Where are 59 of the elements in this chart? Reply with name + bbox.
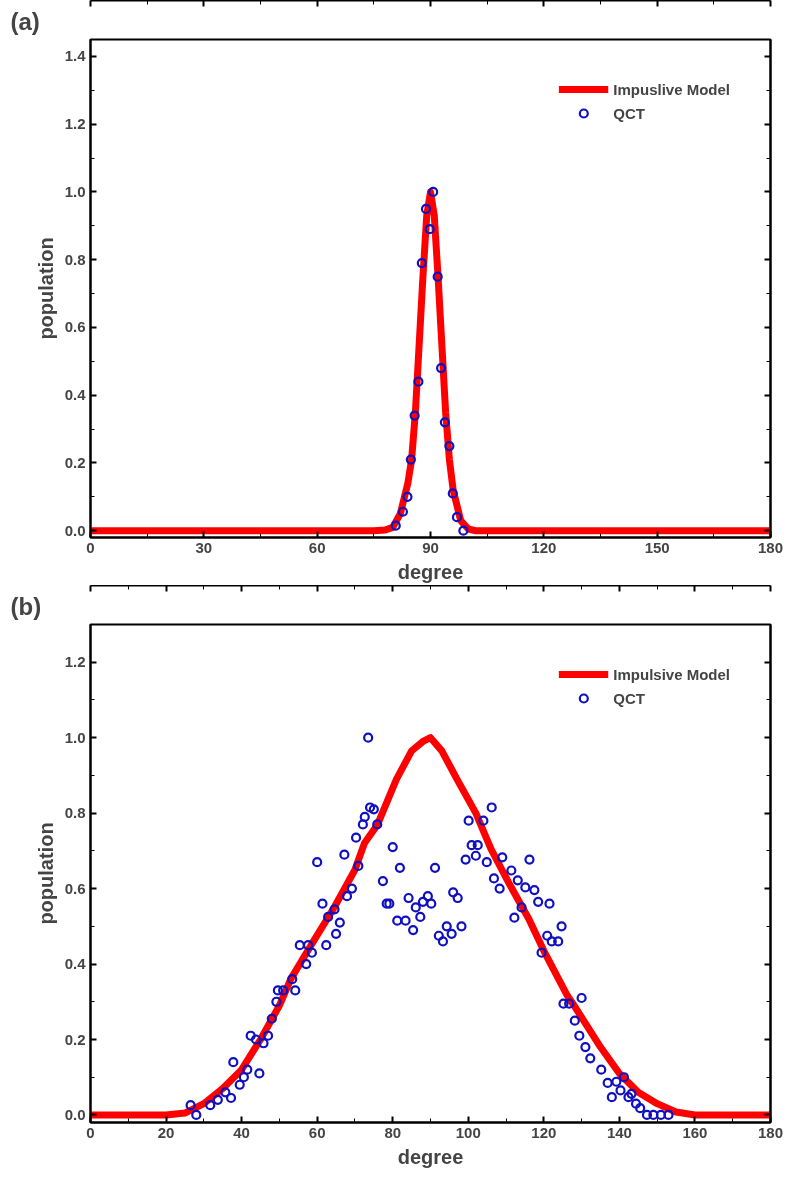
text: (a) — [10, 7, 40, 35]
point — [444, 440, 455, 452]
x-tick-label: 150 — [644, 538, 670, 556]
y-tick-label: 0.8 — [64, 804, 86, 822]
x-tick-label: 0 — [86, 538, 95, 556]
x-tick-label: 120 — [531, 538, 557, 556]
y-tick-label: 0.4 — [64, 955, 87, 973]
x-tick-label: 160 — [682, 1123, 708, 1141]
point — [420, 203, 432, 214]
x-tick-label: 120 — [531, 1123, 557, 1141]
point — [413, 376, 424, 387]
x-tick-label: 180 — [757, 1123, 784, 1141]
y-tick-label: 1.4 — [64, 47, 87, 65]
point — [447, 488, 458, 499]
y-axis-title: population — [34, 237, 57, 340]
y-tick-label: 0.0 — [64, 521, 86, 539]
point — [397, 506, 409, 517]
x-tick-label: 60 — [308, 1123, 326, 1141]
legend-label: QCT — [613, 104, 645, 122]
y-tick-label: 0.6 — [64, 879, 86, 897]
y-tick-label: 0.4 — [64, 386, 87, 404]
y-tick-label: 0.6 — [64, 318, 86, 336]
point — [439, 417, 450, 428]
y-tick-label: 1.2 — [64, 115, 86, 133]
x-tick-label: 60 — [308, 538, 326, 556]
point — [428, 186, 439, 198]
x-tick-label: 20 — [157, 1123, 175, 1141]
point — [451, 512, 463, 523]
x-axis-title: degree — [397, 1145, 464, 1168]
point — [390, 520, 401, 531]
x-tick-label: 80 — [384, 1123, 402, 1141]
y-axis-title: population — [34, 822, 57, 925]
point — [432, 271, 443, 282]
x-axis-title: degree — [397, 560, 464, 583]
y-tick-label: 0.2 — [64, 453, 86, 471]
point — [458, 525, 469, 536]
legend-label: Impuslive Model — [613, 80, 730, 98]
x-tick-label: 100 — [455, 1123, 481, 1141]
point — [435, 363, 447, 374]
legend-label: QCT — [613, 689, 645, 707]
point — [405, 454, 416, 465]
y-tick-label: 0.2 — [64, 1030, 86, 1048]
x-tick-label: 90 — [422, 538, 439, 556]
point — [416, 258, 427, 269]
point — [424, 224, 435, 235]
x-tick-label: 30 — [195, 538, 213, 556]
x-tick-label: 40 — [233, 1123, 250, 1141]
text: (b) — [10, 592, 42, 620]
y-tick-label: 0.0 — [64, 1105, 86, 1123]
point — [409, 410, 420, 421]
y-tick-label: 1.0 — [64, 182, 86, 200]
point — [402, 491, 413, 502]
x-tick-label: 180 — [757, 538, 784, 556]
legend-label: Impulsive Model — [613, 665, 730, 683]
x-tick-label: 140 — [606, 1123, 632, 1141]
y-tick-label: 1.0 — [64, 728, 86, 746]
y-tick-label: 0.8 — [64, 250, 86, 268]
y-tick-label: 1.2 — [64, 653, 86, 671]
x-tick-label: 0 — [86, 1123, 95, 1141]
